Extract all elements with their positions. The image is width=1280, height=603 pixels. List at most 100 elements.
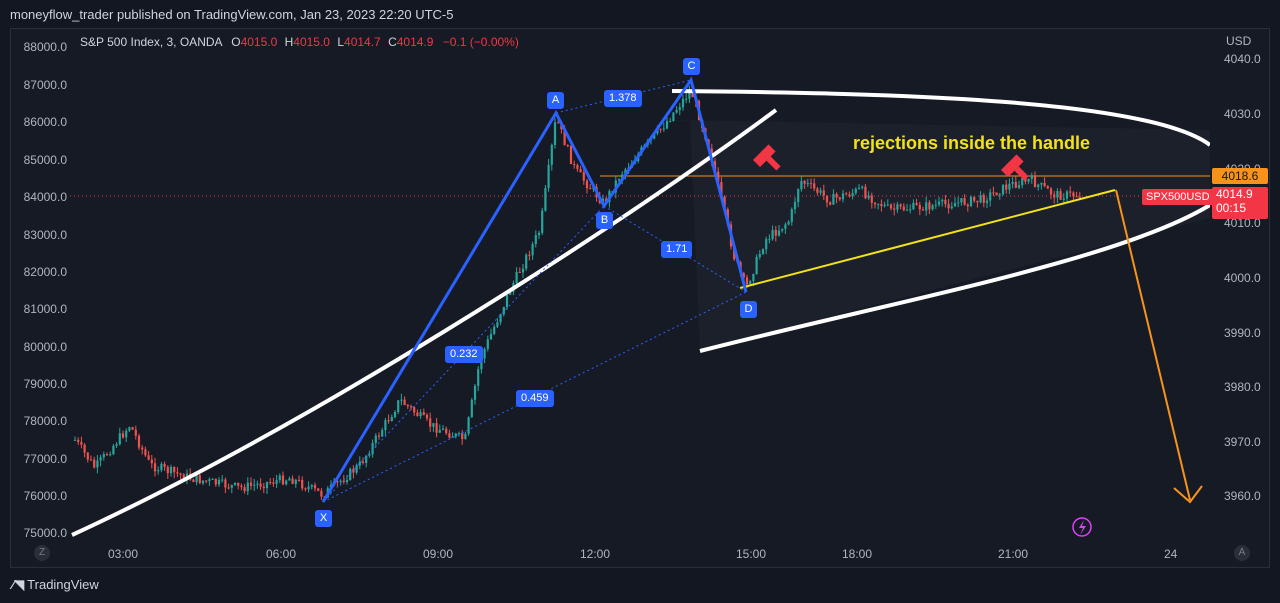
candle-body <box>163 463 166 467</box>
left-tick: 81000.0 <box>23 302 67 316</box>
time-tick: 09:00 <box>423 547 454 561</box>
candle-body <box>899 204 902 207</box>
left-tick: 77000.0 <box>23 452 67 466</box>
level-price-tag: 4018.6 <box>1212 168 1268 184</box>
candle-body <box>249 482 253 486</box>
left-tick: 85000.0 <box>23 153 67 167</box>
candle-body <box>793 202 797 210</box>
candle-body <box>381 430 384 437</box>
candle-body <box>851 192 854 197</box>
ratio-label-xd: 0.459 <box>516 390 554 407</box>
time-tick: 12:00 <box>580 547 611 561</box>
time-tick: 06:00 <box>266 547 297 561</box>
candle-body <box>352 468 355 473</box>
lightning-icon <box>1072 517 1092 537</box>
chart-panel[interactable] <box>10 28 1270 568</box>
candle-body <box>669 120 672 122</box>
ac-ratio-line <box>555 79 692 114</box>
candle-body <box>368 454 371 456</box>
candle-body <box>835 194 838 198</box>
candle-body <box>569 145 573 165</box>
candle-body <box>182 474 185 480</box>
change-value: −0.1 (−0.00%) <box>442 35 519 49</box>
candle-body <box>137 435 141 448</box>
candle-body <box>86 452 89 460</box>
candle-body <box>486 339 489 349</box>
candle-body <box>464 433 467 440</box>
time-tick: 24 <box>1164 547 1178 561</box>
candle-body <box>451 436 454 438</box>
candle-body <box>541 210 544 233</box>
right-tick: 4040.0 <box>1224 52 1261 66</box>
footer-bar <box>0 568 1280 603</box>
zoom-button[interactable]: Z <box>34 545 50 561</box>
right-tick: 3970.0 <box>1224 435 1261 449</box>
candle-body <box>925 202 928 211</box>
candle-body <box>768 239 771 241</box>
candle-body <box>320 490 323 497</box>
candle-body <box>259 483 262 487</box>
candle-body <box>582 172 585 181</box>
candle-body <box>893 208 896 210</box>
tradingview-icon: ⁄◥ <box>12 577 25 592</box>
candle-body <box>313 485 317 489</box>
candle-body <box>227 487 230 489</box>
candle-body <box>365 455 368 464</box>
symbol-name[interactable]: S&P 500 Index, 3, OANDA <box>80 35 222 49</box>
candle-body <box>505 294 509 308</box>
candle-body <box>416 412 419 417</box>
candle-body <box>262 486 265 489</box>
candle-body <box>461 432 464 440</box>
auto-scale-button[interactable]: A <box>1234 545 1250 561</box>
candle-body <box>953 203 957 207</box>
candle-body <box>1059 191 1062 200</box>
projection-arrow <box>1115 189 1191 501</box>
rejection-marker-2 <box>1000 154 1029 181</box>
rejection-marker-1 <box>752 144 781 171</box>
ratio-label-bd: 1.71 <box>661 241 693 258</box>
candle-body <box>528 254 531 256</box>
candle-body <box>985 200 989 203</box>
candle-body <box>131 427 134 430</box>
candle-body <box>397 400 400 413</box>
candle-body <box>301 479 304 489</box>
candle-body <box>781 228 784 231</box>
candle-body <box>243 487 246 492</box>
candle-body <box>816 188 819 193</box>
cup-upper-curve <box>671 89 1210 147</box>
currency-label[interactable]: USD <box>1226 34 1252 48</box>
right-tick: 3990.0 <box>1224 326 1261 340</box>
candle-body <box>944 199 947 205</box>
candle-body <box>832 194 835 205</box>
xb-ratio-line <box>322 205 605 503</box>
tradingview-logo[interactable]: ⁄◥ TradingView <box>12 577 99 593</box>
candle-body <box>118 433 121 445</box>
symbol-legend[interactable]: S&P 500 Index, 3, OANDA O4015.0 H4015.0 … <box>80 35 519 49</box>
candle-body <box>173 466 176 473</box>
trend-line <box>71 108 778 537</box>
candle-body <box>224 479 227 488</box>
candle-body <box>1005 184 1008 190</box>
candle-body <box>518 271 521 273</box>
candle-body <box>109 454 112 456</box>
candle-body <box>909 209 912 211</box>
candle-body <box>147 455 150 460</box>
candle-body <box>672 112 675 121</box>
candle-body <box>153 463 157 472</box>
candle-body <box>928 202 931 210</box>
candle-body <box>294 479 297 484</box>
candle-body <box>969 196 973 207</box>
candle-body <box>509 291 512 295</box>
candle-body <box>435 423 438 433</box>
candle-body <box>950 206 953 209</box>
candle-body <box>422 412 425 415</box>
candle-body <box>742 273 745 278</box>
cup-handle-shade <box>75 120 1210 350</box>
candle-body <box>841 193 845 200</box>
candle-body <box>1024 178 1027 182</box>
candle-body <box>771 229 774 240</box>
candle-body <box>941 199 944 202</box>
candle-body <box>390 416 393 422</box>
candle-body <box>105 454 109 456</box>
